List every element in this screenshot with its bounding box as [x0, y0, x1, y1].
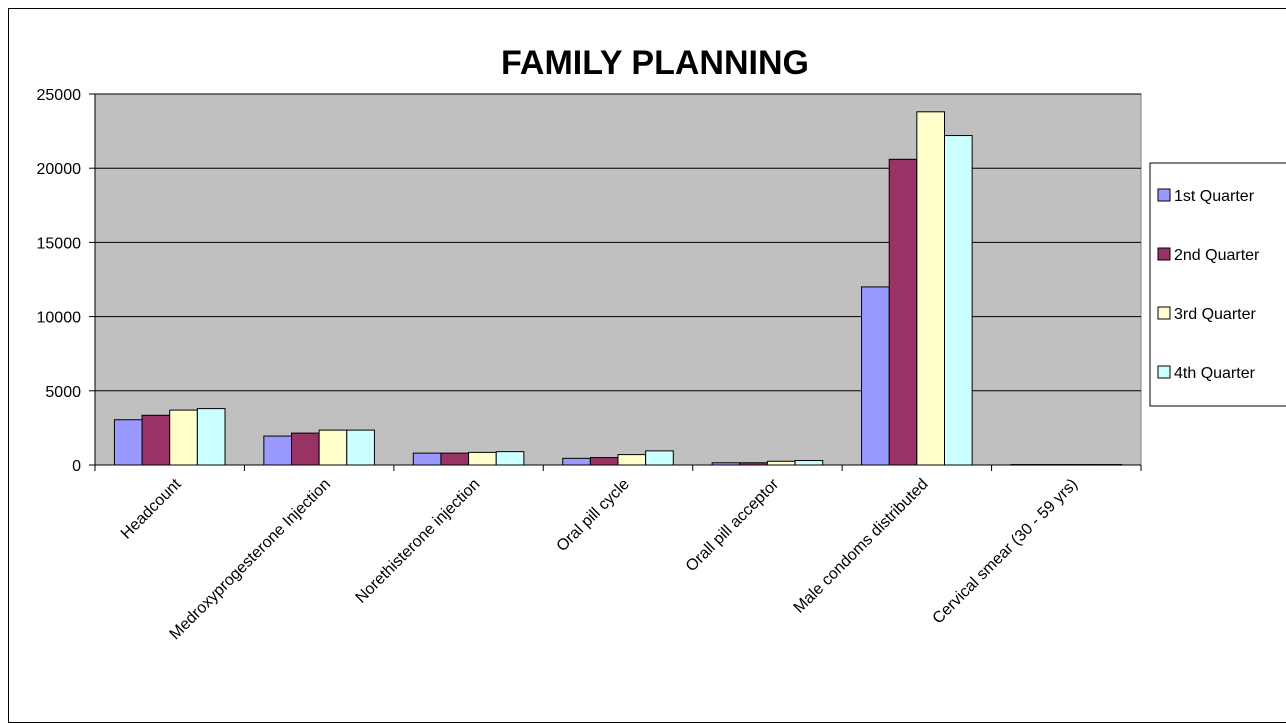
x-axis-label: Medroxyprogesterone Injection	[167, 476, 334, 643]
y-tick-label: 5000	[45, 384, 81, 401]
axes	[89, 93, 1142, 471]
x-axis-label: Orall pill acceptor	[683, 475, 783, 575]
x-axis-label: Cervical smear (30 - 59 yrs)	[930, 476, 1082, 628]
bar	[318, 429, 348, 466]
y-tick-label: 20000	[37, 161, 82, 178]
legend-swatch	[1157, 247, 1171, 261]
legend-label: 4th Quarter	[1174, 365, 1256, 382]
bar	[440, 452, 470, 466]
bar	[196, 408, 226, 466]
bar	[263, 435, 292, 466]
bar	[916, 111, 946, 466]
x-axis-label: Headcount	[118, 475, 185, 542]
bar	[562, 457, 591, 466]
bar	[290, 432, 320, 466]
x-axis-label: Oral pill cycle	[554, 476, 633, 555]
x-axis-label: Norethisterone injection	[353, 476, 484, 607]
legend-swatch	[1157, 306, 1171, 320]
legend-label: 2nd Quarter	[1174, 247, 1260, 264]
legend-label: 1st Quarter	[1174, 188, 1255, 205]
x-axis-label: Male condoms distributed	[791, 476, 932, 617]
bar	[794, 460, 824, 466]
bar	[589, 457, 619, 466]
y-tick-label: 15000	[37, 235, 82, 252]
y-tick-label: 25000	[37, 87, 82, 104]
y-axis-ticks: 0 5000 10000 15000 20000 25000	[37, 87, 82, 475]
legend-label: 3rd Quarter	[1174, 306, 1256, 323]
bar	[141, 414, 171, 466]
bar	[861, 286, 890, 466]
bar	[169, 409, 198, 466]
legend: 1st Quarter 2nd Quarter 3rd Quarter 4th Qua…	[1149, 162, 1286, 407]
chart-title: FAMILY PLANNING	[501, 44, 809, 82]
bar	[346, 429, 375, 466]
bar	[113, 419, 143, 466]
legend-box	[1149, 162, 1286, 407]
bar	[766, 460, 796, 466]
y-tick-label: 0	[72, 458, 81, 475]
legend-swatch	[1157, 365, 1171, 379]
bars	[113, 111, 1123, 466]
plot-area	[94, 93, 1142, 466]
bar	[468, 451, 497, 466]
legend-swatch	[1157, 188, 1171, 202]
y-tick-label: 10000	[37, 310, 82, 327]
bar	[645, 450, 674, 466]
bar	[888, 158, 918, 466]
bar	[412, 452, 442, 466]
bar	[495, 451, 525, 466]
bar	[944, 135, 973, 466]
bar	[617, 454, 647, 466]
